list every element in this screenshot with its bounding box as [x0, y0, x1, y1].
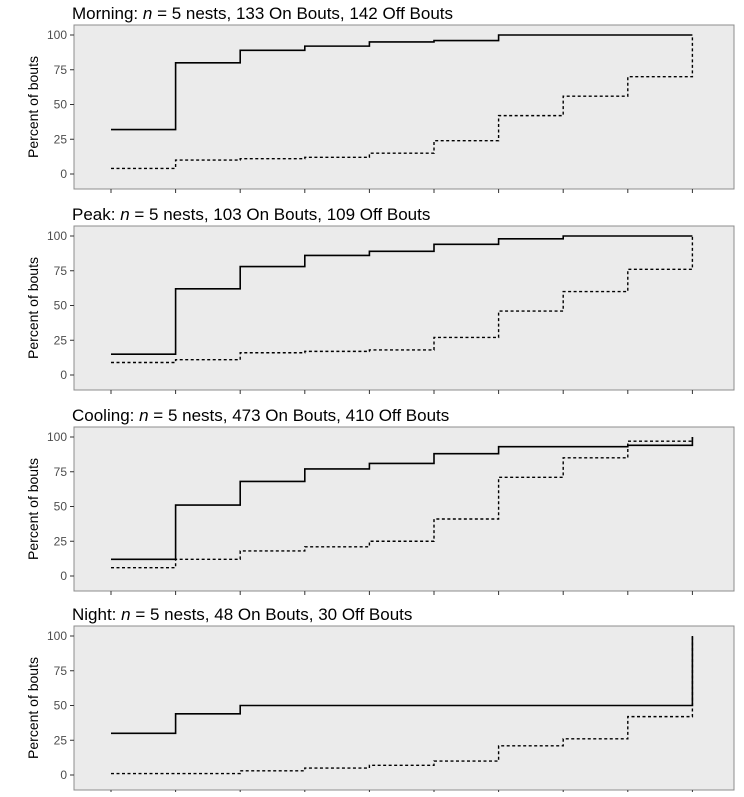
- panel-title-suffix: = 5 nests, 48 On Bouts, 30 Off Bouts: [131, 605, 413, 624]
- panel-title: Peak: n = 5 nests, 103 On Bouts, 109 Off…: [72, 205, 430, 224]
- y-tick-label: 100: [47, 629, 67, 643]
- y-tick-label: 75: [54, 264, 68, 278]
- panel-title-suffix: = 5 nests, 133 On Bouts, 142 Off Bouts: [152, 4, 453, 23]
- series-line-solid: [111, 437, 694, 561]
- y-tick-label: 0: [60, 167, 67, 181]
- y-tick-label: 75: [54, 63, 68, 77]
- panel-title: Morning: n = 5 nests, 133 On Bouts, 142 …: [72, 4, 453, 23]
- y-tick-label: 75: [54, 664, 68, 678]
- y-tick-label: 50: [54, 299, 68, 313]
- y-tick-label: 100: [47, 430, 67, 444]
- y-tick-label: 50: [54, 98, 68, 112]
- y-axis-title: Percent of bouts: [25, 56, 41, 158]
- panel-title-prefix: Night:: [72, 605, 121, 624]
- y-tick-label: 100: [47, 28, 67, 42]
- panel-title-n: n: [120, 205, 129, 224]
- panel-title: Cooling: n = 5 nests, 473 On Bouts, 410 …: [72, 406, 449, 425]
- y-tick-label: 25: [54, 733, 68, 747]
- series-line-dashed: [111, 437, 694, 569]
- panel-title-n: n: [121, 605, 130, 624]
- y-tick-label: 0: [60, 368, 67, 382]
- y-tick-label: 25: [54, 534, 68, 548]
- plot-panel: [73, 426, 735, 592]
- panel-title-n: n: [139, 406, 148, 425]
- y-tick-label: 0: [60, 569, 67, 583]
- series-line-solid: [111, 636, 694, 735]
- plot-panel: [73, 225, 735, 391]
- y-axis-title: Percent of bouts: [25, 257, 41, 359]
- series-line-dashed: [111, 236, 694, 364]
- panel-title-prefix: Morning:: [72, 4, 143, 23]
- y-axis-title: Percent of bouts: [25, 458, 41, 560]
- panel-title-suffix: = 5 nests, 473 On Bouts, 410 Off Bouts: [149, 406, 450, 425]
- y-tick-label: 50: [54, 500, 68, 514]
- series-line-solid: [111, 34, 693, 131]
- panel-title: Night: n = 5 nests, 48 On Bouts, 30 Off …: [72, 605, 412, 624]
- y-tick-label: 0: [60, 768, 67, 782]
- panel-title-prefix: Cooling:: [72, 406, 139, 425]
- plot-panel: [73, 625, 735, 791]
- y-tick-label: 25: [54, 333, 68, 347]
- y-axis-title: Percent of bouts: [25, 657, 41, 759]
- panel-title-prefix: Peak:: [72, 205, 120, 224]
- y-tick-label: 50: [54, 699, 68, 713]
- panel-title-suffix: = 5 nests, 103 On Bouts, 109 Off Bouts: [130, 205, 431, 224]
- y-tick-label: 25: [54, 132, 68, 146]
- y-tick-label: 75: [54, 465, 68, 479]
- series-line-dashed: [111, 35, 694, 170]
- panel-title-n: n: [143, 4, 152, 23]
- series-line-solid: [111, 235, 693, 355]
- plot-panel: [73, 24, 735, 190]
- y-tick-label: 100: [47, 229, 67, 243]
